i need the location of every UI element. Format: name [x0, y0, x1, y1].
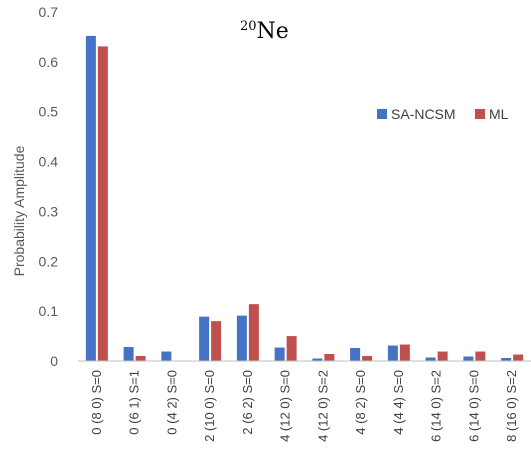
- x-tick-label: 6 (14 0) S=2: [429, 370, 444, 442]
- y-tick-label: 0.1: [39, 303, 59, 319]
- bar-sa-ncsm: [123, 347, 134, 361]
- chart-title-superscript: 20: [240, 19, 257, 34]
- bar-sa-ncsm: [425, 357, 436, 361]
- chart-title: 20Ne: [240, 19, 289, 44]
- y-tick-label: 0.2: [39, 253, 59, 269]
- y-tick-label: 0.3: [39, 203, 59, 219]
- x-tick-label: 0 (8 0) S=0: [89, 370, 104, 435]
- bar-ml: [324, 354, 335, 361]
- x-tick-label: 4 (4 4) S=0: [391, 370, 406, 435]
- bar-sa-ncsm: [236, 315, 247, 361]
- bar-sa-ncsm: [463, 356, 474, 361]
- legend-label-ml: ML: [489, 106, 509, 122]
- bar-sa-ncsm: [199, 316, 210, 361]
- x-tick-label: 2 (6 2) S=0: [240, 370, 255, 435]
- bar-ml: [135, 356, 146, 361]
- bar-sa-ncsm: [312, 358, 323, 361]
- legend-swatch-sa-ncsm: [377, 109, 387, 119]
- y-tick-label: 0: [50, 353, 58, 369]
- bar-sa-ncsm: [85, 35, 96, 361]
- bar-ml: [399, 344, 410, 361]
- y-tick-label: 0.7: [39, 4, 59, 20]
- x-tick-label: 0 (4 2) S=0: [164, 370, 179, 435]
- legend-label-sa-ncsm: SA-NCSM: [391, 106, 456, 122]
- bar-sa-ncsm: [161, 351, 172, 361]
- x-tick-label: 4 (8 2) S=0: [353, 370, 368, 435]
- x-tick-label: 2 (10 0) S=0: [202, 370, 217, 442]
- bar-ml: [513, 354, 524, 361]
- y-axis-title: Probability Amplitude: [11, 145, 27, 276]
- bar-sa-ncsm: [350, 348, 361, 361]
- bar-ml: [97, 46, 108, 361]
- bar-ml: [475, 351, 486, 361]
- legend: SA-NCSM ML: [377, 106, 509, 122]
- y-tick-label: 0.6: [39, 54, 59, 70]
- y-axis-ticks: 0 0.1 0.2 0.3 0.4 0.5 0.6 0.7: [39, 4, 59, 369]
- bar-sa-ncsm: [387, 345, 398, 361]
- bar-sa-ncsm: [501, 358, 512, 361]
- bar-ml: [248, 304, 259, 361]
- y-tick-label: 0.5: [39, 104, 59, 120]
- x-tick-label: 6 (14 0) S=0: [466, 370, 481, 442]
- bar-ml: [362, 356, 373, 361]
- x-tick-label: 4 (12 0) S=2: [315, 370, 330, 442]
- legend-swatch-ml: [475, 109, 485, 119]
- x-tick-label: 0 (6 1) S=1: [127, 370, 142, 435]
- bar-ml: [286, 336, 297, 361]
- bar-ml: [211, 321, 222, 361]
- bar-sa-ncsm: [274, 347, 285, 361]
- chart-title-main: Ne: [257, 19, 289, 44]
- x-tick-label: 8 (16 0) S=2: [504, 370, 519, 442]
- x-axis-labels: 0 (8 0) S=0 0 (6 1) S=1 0 (4 2) S=0 2 (10 0…: [89, 370, 519, 442]
- y-tick-label: 0.4: [39, 154, 59, 170]
- x-tick-label: 4 (12 0) S=0: [278, 370, 293, 442]
- bar-ml: [437, 351, 448, 361]
- bars: [85, 35, 524, 361]
